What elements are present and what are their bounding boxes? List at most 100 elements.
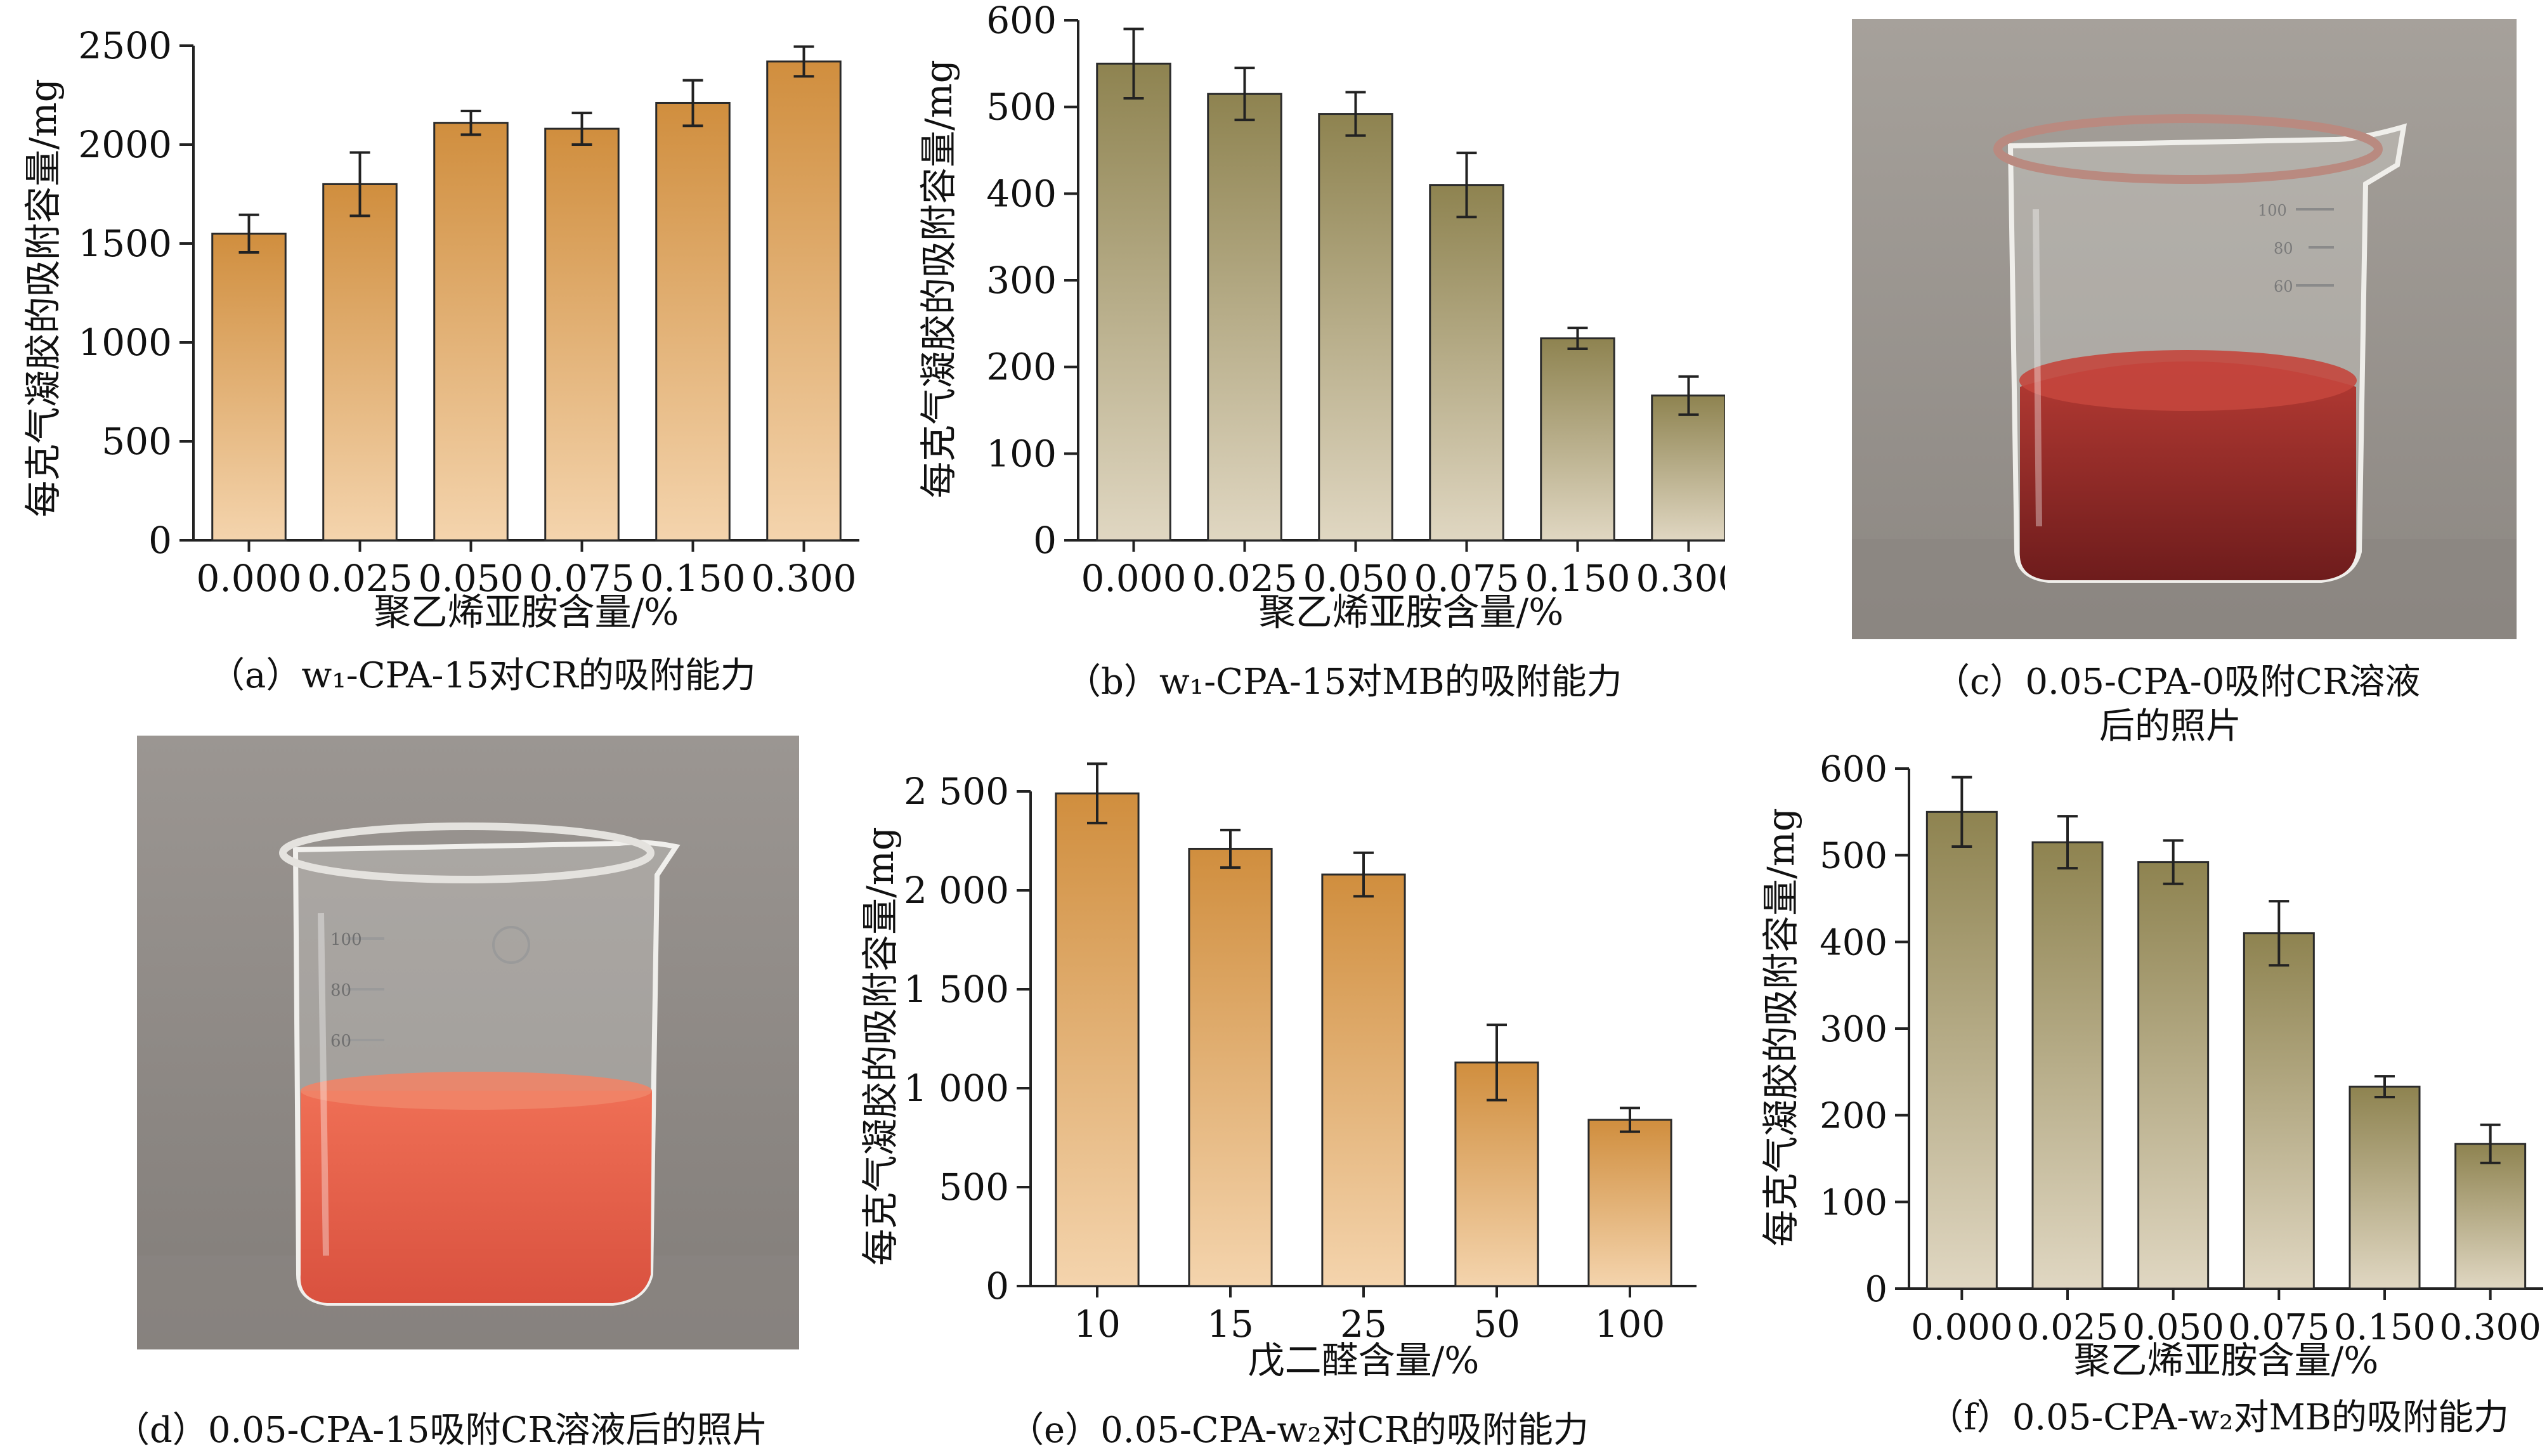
- error-bar-f: [2374, 1075, 2395, 1098]
- beaker-c-mark-80: 80: [2274, 240, 2293, 257]
- x-axis-label-b: 聚乙烯亚胺含量/%: [1259, 590, 1564, 634]
- error-bar-e: [1353, 851, 1374, 898]
- x-tick-label-a: 0.025: [307, 557, 412, 600]
- caption-c-line2: 后的照片: [2099, 706, 2241, 747]
- error-bar-f: [2269, 900, 2290, 967]
- x-tick-label-f: 0.150: [2334, 1307, 2435, 1348]
- x-tick-label-a: 0.150: [640, 557, 745, 600]
- x-tick-label-f: 0.050: [2123, 1307, 2224, 1348]
- beaker-d-mark-60: 60: [330, 1032, 351, 1051]
- y-tick-label-b: 400: [986, 172, 1057, 215]
- y-tick-label-a: 500: [101, 420, 172, 463]
- y-tick-label-b: 600: [986, 0, 1057, 42]
- error-bar-b: [1123, 27, 1144, 100]
- caption-b: （b）w₁-CPA-15对MB的吸附能力: [1065, 661, 1622, 703]
- x-tick-label-b: 0.150: [1525, 557, 1630, 600]
- bar-a: [655, 101, 731, 542]
- error-bar-b: [1456, 152, 1477, 219]
- bar-a: [766, 60, 842, 542]
- x-tick-label-e: 10: [1074, 1303, 1121, 1346]
- y-tick-label-a: 1000: [78, 321, 172, 364]
- beaker-c-mark-60: 60: [2274, 278, 2293, 296]
- caption-d: （d）0.05-CPA-15吸附CR溶液后的照片: [114, 1410, 768, 1451]
- bar-e: [1587, 1119, 1672, 1287]
- beaker-d-mark-80: 80: [330, 981, 351, 1000]
- bar-a: [433, 122, 509, 542]
- y-tick-label-e: 2 500: [904, 770, 1009, 813]
- y-tick-label-a: 0: [148, 519, 172, 562]
- caption-a: （a）w₁-CPA-15对CR的吸附能力: [209, 655, 756, 696]
- x-tick-label-f: 0.025: [2017, 1307, 2118, 1348]
- bar-b: [1540, 337, 1615, 542]
- x-tick-label-a: 0.050: [418, 557, 523, 600]
- bar-f: [2348, 1086, 2421, 1290]
- y-tick-label-f: 600: [1820, 749, 1887, 790]
- y-tick-label-b: 200: [986, 346, 1057, 389]
- bar-e: [1321, 873, 1406, 1287]
- y-tick-label-e: 1 500: [904, 968, 1009, 1011]
- beaker-c-liquid: [2019, 361, 2356, 580]
- beaker-d-liquid: [300, 1091, 652, 1303]
- x-tick-label-a: 0.075: [529, 557, 634, 600]
- x-axis-label-f: 聚乙烯亚胺含量/%: [2074, 1339, 2379, 1382]
- error-bar-f: [1951, 776, 1972, 848]
- error-bar-f: [2163, 839, 2184, 885]
- error-bar-b: [1234, 67, 1255, 122]
- y-axis-label-f: 每克气凝胶的吸附容量/mg: [1759, 808, 1802, 1247]
- x-tick-label-a: 0.000: [196, 557, 301, 600]
- bar-b: [1429, 184, 1504, 542]
- photo-d: 100 80 60: [137, 736, 799, 1349]
- caption-c-line1: （c）0.05-CPA-0吸附CR溶液: [1934, 661, 2421, 703]
- beaker-d-logo: [492, 926, 530, 964]
- x-tick-label-f: 0.000: [1911, 1307, 2012, 1348]
- y-tick-label-e: 500: [939, 1166, 1009, 1209]
- y-axis-label-e: 每克气凝胶的吸附容量/mg: [859, 827, 902, 1266]
- chart-a: 0 500 1000 1500 2000 2500 0.000 0.025 0.050 0.075…: [22, 24, 859, 634]
- beaker-d-mark-100: 100: [330, 930, 362, 949]
- error-bar-a: [238, 213, 259, 254]
- bar-f: [2243, 932, 2315, 1290]
- beaker-c-mark-100: 100: [2258, 202, 2287, 219]
- error-bar-e: [1087, 762, 1107, 824]
- x-axis-label-e: 戊二醛含量/%: [1248, 1339, 1480, 1382]
- y-tick-label-f: 400: [1820, 922, 1887, 963]
- y-tick-label-b: 300: [986, 259, 1057, 302]
- error-bar-b: [1567, 327, 1588, 350]
- x-tick-label-b: 0.075: [1414, 557, 1519, 600]
- beaker-d-rim: [279, 822, 655, 883]
- x-tick-label-b: 0.300: [1636, 557, 1725, 600]
- error-bar-e: [1220, 828, 1241, 869]
- beaker-c-rim: [1993, 114, 2383, 184]
- bar-a: [211, 232, 287, 542]
- caption-f: （f）0.05-CPA-w₂对MB的吸附能力: [1928, 1397, 2509, 1438]
- x-tick-label-e: 25: [1340, 1303, 1387, 1346]
- caption-e: （e）0.05-CPA-w₂对CR的吸附能力: [1008, 1410, 1589, 1451]
- bar-b: [1207, 93, 1282, 542]
- error-bar-f: [2480, 1123, 2501, 1164]
- y-tick-label-b: 0: [1033, 519, 1057, 562]
- y-tick-label-a: 2000: [78, 123, 172, 166]
- beaker-photo-c: 100 80 60: [1852, 19, 2517, 639]
- y-tick-label-b: 500: [986, 86, 1057, 129]
- photo-c: 100 80 60: [1852, 19, 2517, 639]
- x-tick-label-a: 0.300: [751, 557, 856, 600]
- error-bar-a: [571, 112, 592, 146]
- bar-b: [1651, 394, 1725, 542]
- y-tick-label-f: 300: [1820, 1009, 1887, 1050]
- x-axis-label-a: 聚乙烯亚胺含量/%: [374, 590, 679, 634]
- error-bar-a: [682, 79, 703, 127]
- x-tick-label-e: 100: [1595, 1303, 1665, 1346]
- x-tick-label-e: 15: [1207, 1303, 1254, 1346]
- y-axis-label-a: 每克气凝胶的吸附容量/mg: [22, 79, 65, 517]
- bar-e: [1055, 792, 1140, 1287]
- y-tick-label-e: 1 000: [904, 1067, 1009, 1110]
- error-bar-f: [2057, 815, 2078, 870]
- error-bar-e: [1620, 1107, 1640, 1133]
- y-tick-label-f: 200: [1820, 1096, 1887, 1137]
- bar-f: [2137, 861, 2210, 1290]
- y-tick-label-a: 2500: [78, 24, 172, 67]
- error-bar-b: [1678, 375, 1699, 416]
- bar-f: [2031, 841, 2104, 1290]
- bar-b: [1096, 62, 1171, 542]
- beaker-photo-d: 100 80 60: [137, 736, 799, 1349]
